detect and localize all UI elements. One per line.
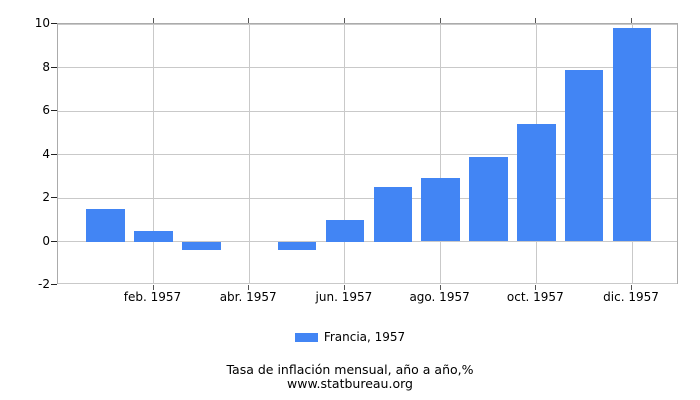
y-axis-label-8: 8: [42, 59, 50, 74]
x-axis-tick-jun-1957: [343, 285, 345, 290]
chart-title: Tasa de inflación mensual, año a año,%: [226, 362, 474, 377]
x-axis-label-abr-1957: abr. 1957: [219, 290, 277, 304]
bar-ago-1957[interactable]: [421, 178, 460, 242]
x-axis-label-ago-1957: ago. 1957: [409, 290, 470, 304]
x-axis-tick-abr-1957: [248, 285, 250, 290]
bar-ene-1957[interactable]: [86, 208, 125, 242]
x-axis-tick-dic-1957: [631, 285, 632, 290]
gridline-y-8: [58, 67, 677, 68]
source-watermark: www.statbureau.org: [287, 376, 413, 391]
x-axis-label-jun-1957: jun. 1957: [315, 290, 373, 304]
gridline-x-abr-1957: [248, 24, 250, 283]
y-axis-label-0: 0: [42, 233, 50, 248]
bar-jul-1957[interactable]: [373, 187, 412, 242]
y-axis-label-4: 4: [42, 146, 50, 161]
y-axis-label-6: 6: [42, 103, 50, 117]
x-axis-label-oct-1957: oct. 1957: [506, 290, 564, 304]
x-axis-top-tick-feb-1957: [152, 18, 154, 23]
y-axis-label-10: 10: [34, 16, 50, 30]
x-axis-tick-feb-1957: [152, 285, 154, 290]
bar-sep-1957[interactable]: [469, 156, 508, 242]
x-axis-label-feb-1957: feb. 1957: [123, 290, 182, 304]
gridline-y-10: [58, 24, 677, 25]
bar-may-1957[interactable]: [277, 241, 317, 251]
y-axis-tick-8: [51, 66, 57, 68]
bar-feb-1957[interactable]: [134, 230, 173, 242]
x-axis-tick-oct-1957: [535, 285, 537, 290]
gridline-x-ago-1957: [440, 24, 442, 283]
y-axis-label-2: 2: [42, 190, 50, 204]
gridline-y--2: [58, 283, 677, 284]
y-axis-label--2: -2: [38, 277, 50, 291]
y-axis-tick-2: [51, 197, 57, 198]
gridline-x-feb-1957: [153, 24, 154, 283]
gridline-y-2: [58, 197, 677, 199]
y-axis-tick--2: [51, 284, 57, 285]
x-axis-label-dic-1957: dic. 1957: [603, 290, 659, 304]
y-axis-tick-10: [51, 23, 57, 24]
y-axis-tick-0: [51, 240, 57, 242]
bar-nov-1957[interactable]: [564, 69, 604, 242]
x-axis-top-tick-jun-1957: [343, 18, 345, 23]
bar-oct-1957[interactable]: [517, 124, 556, 242]
bar-mar-1957[interactable]: [182, 241, 221, 251]
y-axis-tick-6: [51, 110, 57, 111]
plot-area: [57, 23, 678, 284]
bar-dic-1957[interactable]: [612, 28, 652, 242]
gridline-y-4: [58, 154, 677, 155]
gridline-y-0: [58, 241, 677, 242]
x-axis-top-tick-oct-1957: [535, 18, 537, 23]
legend-color-swatch: [294, 332, 318, 342]
x-axis-top-tick-abr-1957: [248, 18, 250, 23]
gridline-x-jun-1957: [344, 24, 346, 283]
y-axis-tick-4: [51, 153, 57, 155]
gridline-y-6: [58, 110, 677, 112]
legend: Francia, 1957: [0, 330, 700, 344]
bar-jun-1957[interactable]: [325, 219, 365, 242]
x-axis-tick-ago-1957: [439, 285, 441, 290]
x-axis-top-tick-ago-1957: [439, 18, 441, 23]
legend-label: Francia, 1957: [323, 330, 406, 344]
x-axis-top-tick-dic-1957: [631, 18, 632, 23]
